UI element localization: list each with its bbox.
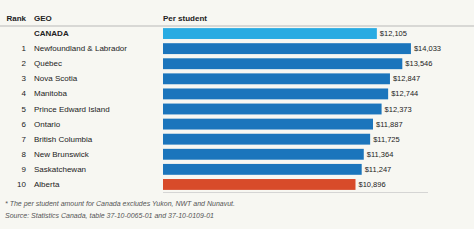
bar	[163, 149, 364, 160]
category-label: Nova Scotia	[34, 74, 78, 83]
bar	[163, 88, 388, 99]
data-label: $11,725	[373, 135, 400, 144]
rank: 8	[22, 150, 27, 159]
bar	[163, 28, 377, 39]
bar	[163, 179, 355, 190]
data-label: $11,247	[365, 165, 392, 174]
bars	[163, 28, 411, 190]
rank: 9	[22, 165, 27, 174]
category-label: Ontario	[34, 120, 61, 129]
rank: 1	[22, 44, 27, 53]
data-label: $12,373	[385, 105, 412, 114]
category-label: CANADA	[34, 29, 69, 38]
bar	[163, 73, 390, 84]
rank: 10	[17, 180, 26, 189]
header: GEO	[34, 14, 52, 23]
bar	[163, 119, 373, 130]
chart: Rank GEO Per student CANADA $12,105 1 Newfound…	[0, 0, 474, 229]
category-label: New Brunswick	[34, 150, 90, 159]
data-label: $14,033	[414, 44, 441, 53]
rank: 4	[22, 89, 27, 98]
rank: 7	[22, 135, 27, 144]
bar	[163, 43, 411, 54]
category-label: Newfoundland & Labrador	[34, 44, 127, 53]
bar	[163, 104, 382, 115]
header: Rank	[6, 14, 26, 23]
bar	[163, 134, 370, 145]
footnote: Source: Statistics Canada, table 37-10-0…	[5, 212, 214, 219]
category-label: Québec	[34, 59, 62, 68]
category-label: Saskatchewan	[34, 165, 86, 174]
rank: 2	[22, 59, 27, 68]
data-label: $11,887	[376, 120, 403, 129]
data-label: $12,105	[380, 29, 407, 38]
data-label: $11,364	[367, 150, 394, 159]
rank: 5	[22, 105, 27, 114]
rank: 3	[22, 74, 27, 83]
data-label: $13,546	[405, 59, 432, 68]
data-label: $10,896	[358, 180, 385, 189]
data-label: $12,744	[391, 89, 418, 98]
separator	[0, 26, 474, 27]
category-label: Manitoba	[34, 89, 67, 98]
background	[0, 0, 474, 229]
bar	[163, 164, 362, 175]
category-label: Alberta	[34, 180, 60, 189]
data-label: $12,847	[393, 74, 420, 83]
category-label: Prince Edward Island	[34, 105, 110, 114]
rank: 6	[22, 120, 27, 129]
category-label: British Columbia	[34, 135, 93, 144]
axis-line	[163, 192, 428, 193]
footnote: * The per student amount for Canada excl…	[5, 200, 235, 208]
header: Per student	[163, 14, 207, 23]
bar	[163, 58, 402, 69]
